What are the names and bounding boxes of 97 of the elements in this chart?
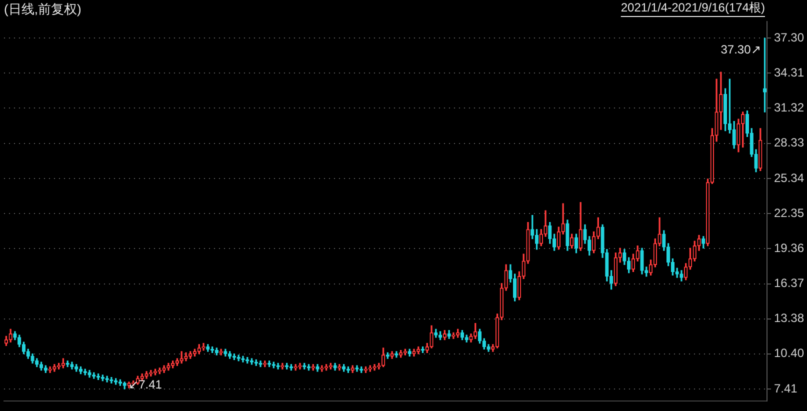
candlestick bbox=[640, 248, 644, 274]
candlestick bbox=[592, 231, 596, 254]
y-tick-label: 16.37 bbox=[774, 276, 804, 290]
candlestick bbox=[482, 338, 486, 350]
candlestick bbox=[162, 365, 166, 373]
candlestick bbox=[469, 334, 473, 342]
candlestick bbox=[39, 362, 44, 371]
candlestick bbox=[13, 331, 17, 340]
candlestick bbox=[110, 376, 114, 384]
candlestick bbox=[566, 220, 570, 251]
candlestick bbox=[447, 330, 451, 339]
candlestick bbox=[236, 354, 240, 362]
candlestick bbox=[478, 328, 482, 344]
candlestick bbox=[372, 364, 376, 371]
candlestick bbox=[114, 378, 118, 385]
candlestick bbox=[548, 222, 552, 244]
candlestick bbox=[298, 362, 302, 370]
y-tick-label: 34.31 bbox=[774, 65, 804, 80]
candlestick bbox=[658, 217, 662, 246]
candlestick bbox=[18, 334, 22, 348]
candlestick bbox=[762, 38, 767, 112]
chart-title: (日线,前复权) bbox=[4, 1, 82, 16]
candlestick bbox=[22, 342, 26, 354]
candlestick bbox=[8, 328, 12, 342]
candlestick bbox=[719, 72, 723, 130]
y-tick-label: 31.32 bbox=[774, 100, 804, 115]
candlestick bbox=[219, 348, 223, 356]
candlestick bbox=[316, 364, 320, 372]
candlestick bbox=[530, 214, 534, 240]
annotation: ↙7.41 bbox=[128, 377, 162, 392]
candlestick bbox=[495, 314, 500, 348]
candlestick bbox=[166, 362, 170, 371]
candlestick bbox=[280, 362, 284, 370]
text: 2021/1/4-2021/9/16(174根) bbox=[620, 0, 765, 14]
candlestick bbox=[526, 222, 530, 264]
candlestick bbox=[258, 360, 262, 368]
candlestick bbox=[105, 376, 109, 382]
candlestick bbox=[184, 352, 188, 362]
candlestick bbox=[702, 236, 706, 249]
y-tick-label: 7.41 bbox=[774, 381, 798, 396]
candlestick bbox=[412, 348, 416, 357]
candlestick bbox=[224, 348, 228, 357]
candlestick bbox=[52, 364, 56, 372]
candlestick bbox=[539, 229, 543, 246]
candlestick bbox=[680, 270, 684, 282]
candlestick bbox=[144, 371, 148, 379]
candlestick bbox=[83, 368, 87, 376]
candlestick bbox=[355, 365, 359, 372]
candlestick bbox=[320, 365, 324, 372]
candlestick bbox=[241, 356, 245, 362]
candlestick bbox=[88, 370, 92, 378]
candlestick bbox=[583, 224, 587, 244]
candlestick bbox=[127, 382, 131, 388]
candlestick bbox=[588, 236, 592, 256]
candlestick bbox=[474, 322, 478, 339]
candlestick bbox=[706, 178, 710, 246]
candlestick bbox=[452, 332, 456, 339]
candlestick bbox=[688, 248, 692, 270]
candlestick bbox=[710, 128, 714, 184]
candlestick bbox=[534, 229, 539, 250]
candlestick bbox=[714, 78, 718, 142]
candlestick bbox=[197, 344, 201, 354]
candlestick bbox=[30, 354, 34, 364]
y-tick-label: 19.36 bbox=[774, 240, 804, 255]
candlestick bbox=[70, 362, 74, 370]
candlestick bbox=[368, 365, 372, 372]
candlestick bbox=[403, 348, 408, 356]
candlestick bbox=[513, 274, 517, 302]
candlestick bbox=[578, 202, 582, 251]
candlestick bbox=[684, 263, 688, 280]
candlestick bbox=[390, 351, 394, 359]
candlestick bbox=[48, 366, 52, 373]
candlestick bbox=[272, 362, 276, 368]
candlestick bbox=[622, 249, 626, 265]
candlestick bbox=[202, 342, 206, 351]
candlestick bbox=[544, 210, 548, 237]
y-tick-label: 22.35 bbox=[774, 206, 804, 220]
candlestick bbox=[486, 344, 490, 352]
candlestick bbox=[381, 348, 386, 368]
y-tick-label: 37.30 bbox=[774, 30, 804, 44]
y-tick-label: 13.38 bbox=[774, 311, 804, 326]
candlestick bbox=[250, 358, 254, 365]
y-tick-label: 25.34 bbox=[774, 170, 804, 185]
y-tick-label: 10.40 bbox=[774, 346, 804, 360]
annotation: 37.30↗ bbox=[720, 42, 761, 56]
candlestick bbox=[741, 112, 745, 148]
candlestick bbox=[338, 364, 342, 371]
candlestick bbox=[26, 348, 30, 359]
candlestick bbox=[394, 351, 398, 358]
candlestick bbox=[153, 368, 158, 376]
candlestick bbox=[723, 88, 728, 132]
candlestick bbox=[276, 362, 280, 370]
y-tick-label: 28.33 bbox=[774, 136, 804, 150]
candlestick bbox=[333, 362, 337, 371]
candlestick bbox=[596, 217, 600, 240]
candlestick bbox=[92, 372, 96, 379]
candlestick bbox=[430, 325, 434, 348]
